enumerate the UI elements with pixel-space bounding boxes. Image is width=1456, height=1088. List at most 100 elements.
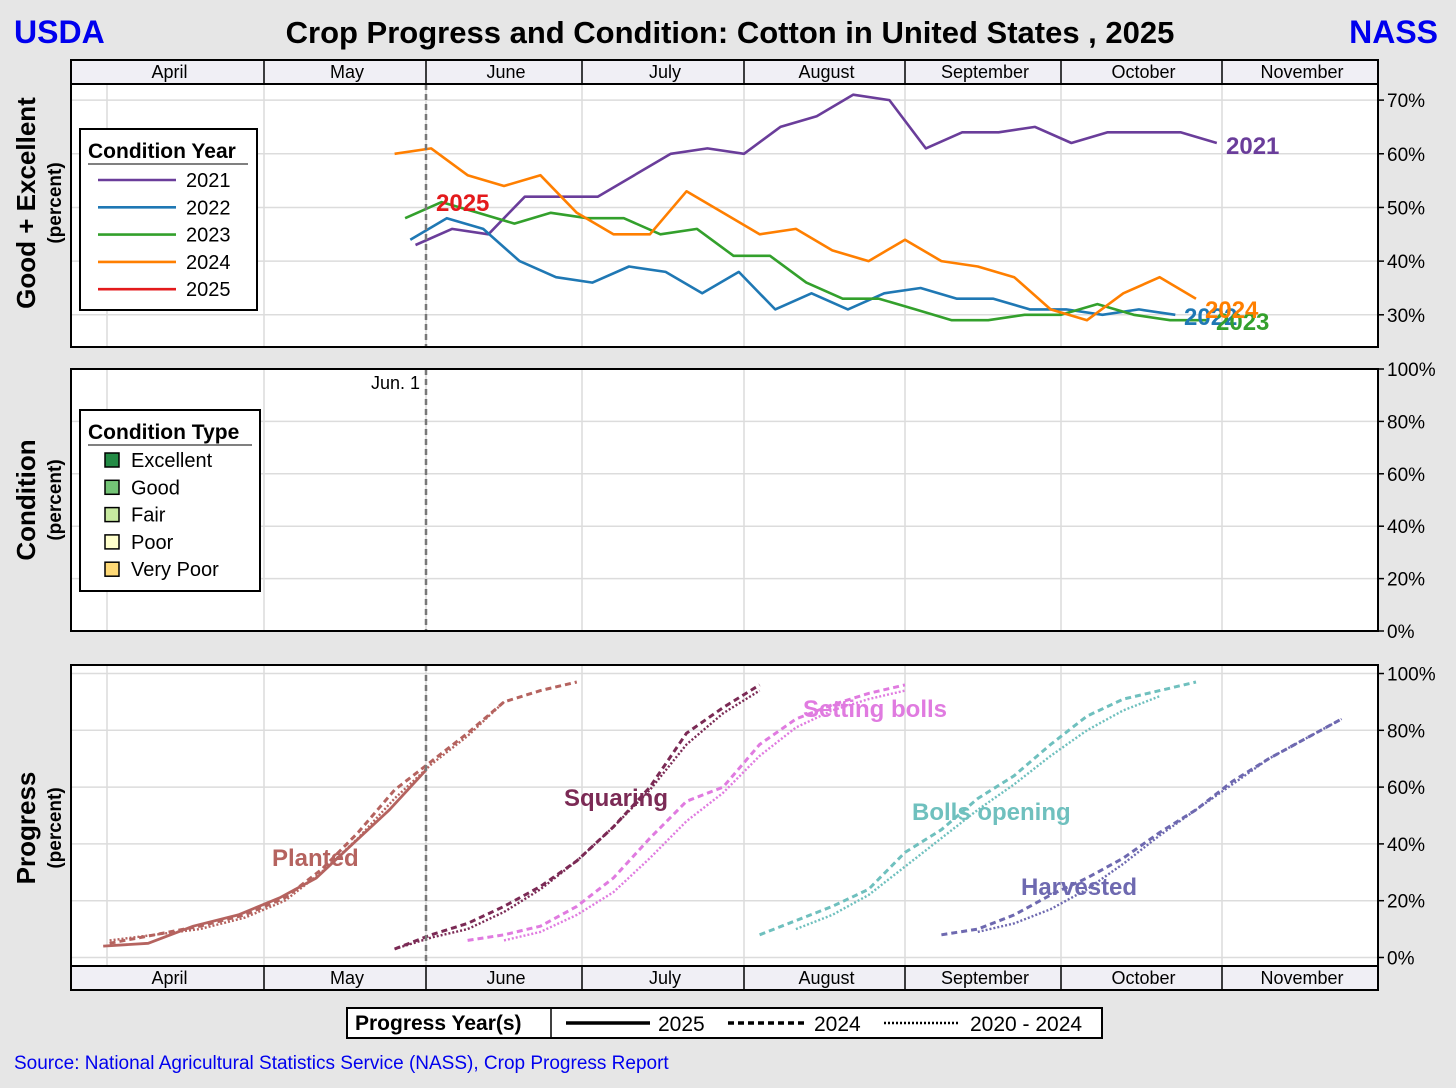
- condition-panel-y-label: Condition: [11, 439, 41, 560]
- source-note: Source: National Agricultural Statistics…: [14, 1053, 669, 1074]
- stage-label-planted: Planted: [272, 845, 359, 872]
- legend-swatch-good: [104, 479, 120, 496]
- legend-box: [346, 1007, 1103, 1039]
- month-label-april: April: [151, 62, 187, 82]
- month-label-may: May: [330, 62, 364, 82]
- progress-panel-plot-area: [71, 665, 1378, 966]
- legend-item-excellent: Excellent: [131, 450, 213, 472]
- y-tick-label: 30%: [1387, 306, 1425, 327]
- series-line-2022: [409, 216, 1176, 317]
- month-label-june: June: [486, 62, 525, 82]
- legend-title: Condition Type: [88, 421, 239, 444]
- usda-label: USDA: [14, 14, 105, 50]
- y-tick-label: 40%: [1387, 252, 1425, 273]
- progress-line-setting-bolls-2024: [467, 683, 906, 942]
- series-label-2022: 2022: [1184, 304, 1237, 331]
- series-label-2025: 2025: [436, 190, 489, 217]
- month-label-june: June: [486, 968, 525, 988]
- y-tick-label: 40%: [1387, 835, 1425, 856]
- progress-panel: 0% 20% 40% 60% 80% 100% Progress (percent) Plant…: [11, 665, 1436, 970]
- series-line-2021: [414, 93, 1218, 247]
- legend-box: [79, 409, 261, 592]
- jun1-marker-label: Jun. 1: [371, 373, 420, 393]
- panel-border-1: [70, 83, 1379, 348]
- panel-border-3: [70, 664, 1379, 967]
- top-month-axis: April May June July August September October No…: [70, 59, 1379, 85]
- progress-line-harvested-2020-2024: [977, 717, 1343, 934]
- good-excellent-panel-y-sublabel: (percent): [45, 162, 66, 243]
- month-label-november: November: [1260, 968, 1343, 988]
- y-tick-label: 20%: [1387, 892, 1425, 913]
- y-tick-label: 70%: [1387, 91, 1425, 112]
- legend-title: Condition Year: [88, 140, 236, 163]
- month-label-november: November: [1260, 62, 1343, 82]
- legend-swatch-fair: [104, 506, 120, 523]
- y-tick-label: 20%: [1387, 570, 1425, 591]
- legend-item-2022: 2022: [186, 197, 231, 219]
- good-excellent-panel: 30% 40% 50% 60% 70% Good + Excellent (percent)…: [11, 84, 1425, 347]
- month-label-september: September: [941, 968, 1029, 988]
- y-tick-label: 100%: [1387, 665, 1436, 686]
- y-tick-label: 100%: [1387, 360, 1436, 381]
- chart-title: Crop Progress and Condition: Cotton in U…: [286, 15, 1175, 50]
- bottom-month-axis: April May June July August September October No…: [70, 965, 1379, 991]
- legend-item-2025: 2025: [658, 1013, 705, 1036]
- y-tick-label: 80%: [1387, 721, 1425, 742]
- legend-item-good: Good: [131, 477, 180, 499]
- stage-label-squaring: Squaring: [564, 785, 668, 812]
- progress-panel-y-label: Progress: [11, 772, 41, 885]
- month-label-april: April: [151, 968, 187, 988]
- series-label-2023: 2023: [1216, 309, 1269, 336]
- legend-item-very-poor: Very Poor: [131, 559, 219, 581]
- y-tick-label: 80%: [1387, 412, 1425, 433]
- condition-panel: 0% 20% 40% 60% 80% 100% Condition (percent) Jun.…: [11, 360, 1436, 643]
- y-tick-label: 40%: [1387, 517, 1425, 538]
- legend-item-fair: Fair: [131, 505, 166, 527]
- legend-item-2024: 2024: [186, 252, 231, 274]
- progress-panel-y-sublabel: (percent): [45, 787, 66, 868]
- legend-box: [79, 128, 258, 311]
- nass-label: NASS: [1349, 14, 1438, 50]
- progress-line-squaring-2020-2024: [394, 689, 761, 951]
- y-tick-label: 60%: [1387, 145, 1425, 166]
- legend-item-2025: 2025: [186, 279, 231, 301]
- condition-panel-y-sublabel: (percent): [45, 459, 66, 540]
- progress-years-legend: Progress Year(s) 2025 2024 2020 - 2024: [346, 1007, 1103, 1039]
- month-label-july: July: [649, 968, 681, 988]
- progress-line-planted-2025: [103, 769, 428, 948]
- month-label-october: October: [1111, 62, 1175, 82]
- y-tick-label: 60%: [1387, 465, 1425, 486]
- condition-type-legend: Condition Type Excellent Good Fair Poor Very …: [79, 409, 261, 592]
- stage-label-setting-bolls: Setting bolls: [803, 696, 947, 723]
- y-tick-label: 0%: [1387, 622, 1415, 643]
- condition-panel-plot-area: [71, 369, 1378, 631]
- legend-item-2021: 2021: [186, 170, 231, 192]
- legend-title: Progress Year(s): [355, 1012, 522, 1035]
- y-tick-label: 60%: [1387, 778, 1425, 799]
- legend-item-2023: 2023: [186, 225, 231, 247]
- legend-swatch-poor: [104, 534, 120, 550]
- progress-line-planted-2020-2024: [109, 701, 505, 942]
- legend-swatch-excellent: [104, 452, 120, 468]
- top-month-axis-box: [70, 59, 1379, 85]
- good-excellent-panel-plot-area: [71, 84, 1378, 347]
- legend-swatch-very-poor: [104, 561, 120, 577]
- condition-year-legend: Condition Year 2021 2022 2023 2024 2025: [79, 128, 258, 311]
- month-label-october: October: [1111, 968, 1175, 988]
- stage-label-harvested: Harvested: [1021, 874, 1137, 901]
- month-label-september: September: [941, 62, 1029, 82]
- stage-label-bolls-opening: Bolls opening: [912, 799, 1071, 826]
- legend-item-2020-2024: 2020 - 2024: [970, 1013, 1082, 1036]
- good-excellent-panel-y-label: Good + Excellent: [11, 97, 41, 309]
- panel-border-2: [70, 368, 1379, 632]
- month-label-august: August: [798, 968, 854, 988]
- legend-item-2024: 2024: [814, 1013, 861, 1036]
- month-label-august: August: [798, 62, 854, 82]
- progress-line-planted-2024: [109, 680, 578, 945]
- series-line-2023: [404, 200, 1207, 322]
- series-label-2021: 2021: [1226, 133, 1279, 160]
- y-tick-label: 0%: [1387, 948, 1415, 969]
- month-label-july: July: [649, 62, 681, 82]
- series-line-2024: [394, 147, 1197, 322]
